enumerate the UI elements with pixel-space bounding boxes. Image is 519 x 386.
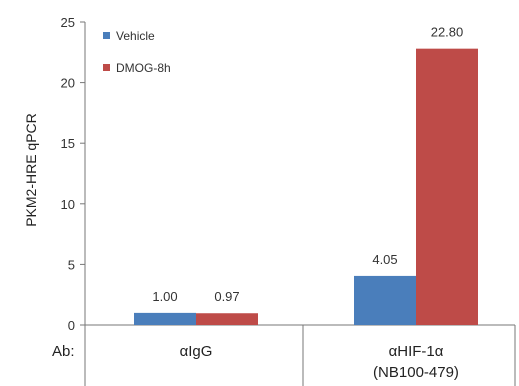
y-tick-label: 25 <box>61 15 75 30</box>
bar <box>196 313 258 325</box>
data-label: 1.00 <box>152 289 177 304</box>
data-label: 22.80 <box>431 25 464 40</box>
data-label: 0.97 <box>214 289 239 304</box>
legend-entry: DMOG-8h <box>116 61 171 75</box>
legend-swatch <box>103 64 110 71</box>
legend-entry: Vehicle <box>116 29 155 43</box>
data-label: 4.05 <box>372 252 397 267</box>
bar <box>354 275 416 325</box>
y-tick-label: 20 <box>61 76 75 91</box>
y-tick-label: 10 <box>61 197 75 212</box>
y-axis-label: PKM2-HRE qPCR <box>23 113 39 227</box>
bar <box>134 312 196 325</box>
category-label: αHIF-1α <box>389 343 444 360</box>
row-label: Ab: <box>52 343 75 360</box>
y-tick-label: 15 <box>61 136 75 151</box>
y-tick-label: 5 <box>68 257 75 272</box>
category-label: αIgG <box>180 343 213 360</box>
bars: 1.00 0.97 4.05 22.80 <box>134 25 478 325</box>
legend: Vehicle DMOG-8h <box>103 29 171 75</box>
y-tick-label: 0 <box>68 318 75 333</box>
bar <box>416 48 478 325</box>
legend-swatch <box>103 32 110 39</box>
axes: 0 5 10 15 20 25 αIgG αHIF-1α (NB100-479) <box>61 15 516 386</box>
category-label: (NB100-479) <box>373 364 459 381</box>
